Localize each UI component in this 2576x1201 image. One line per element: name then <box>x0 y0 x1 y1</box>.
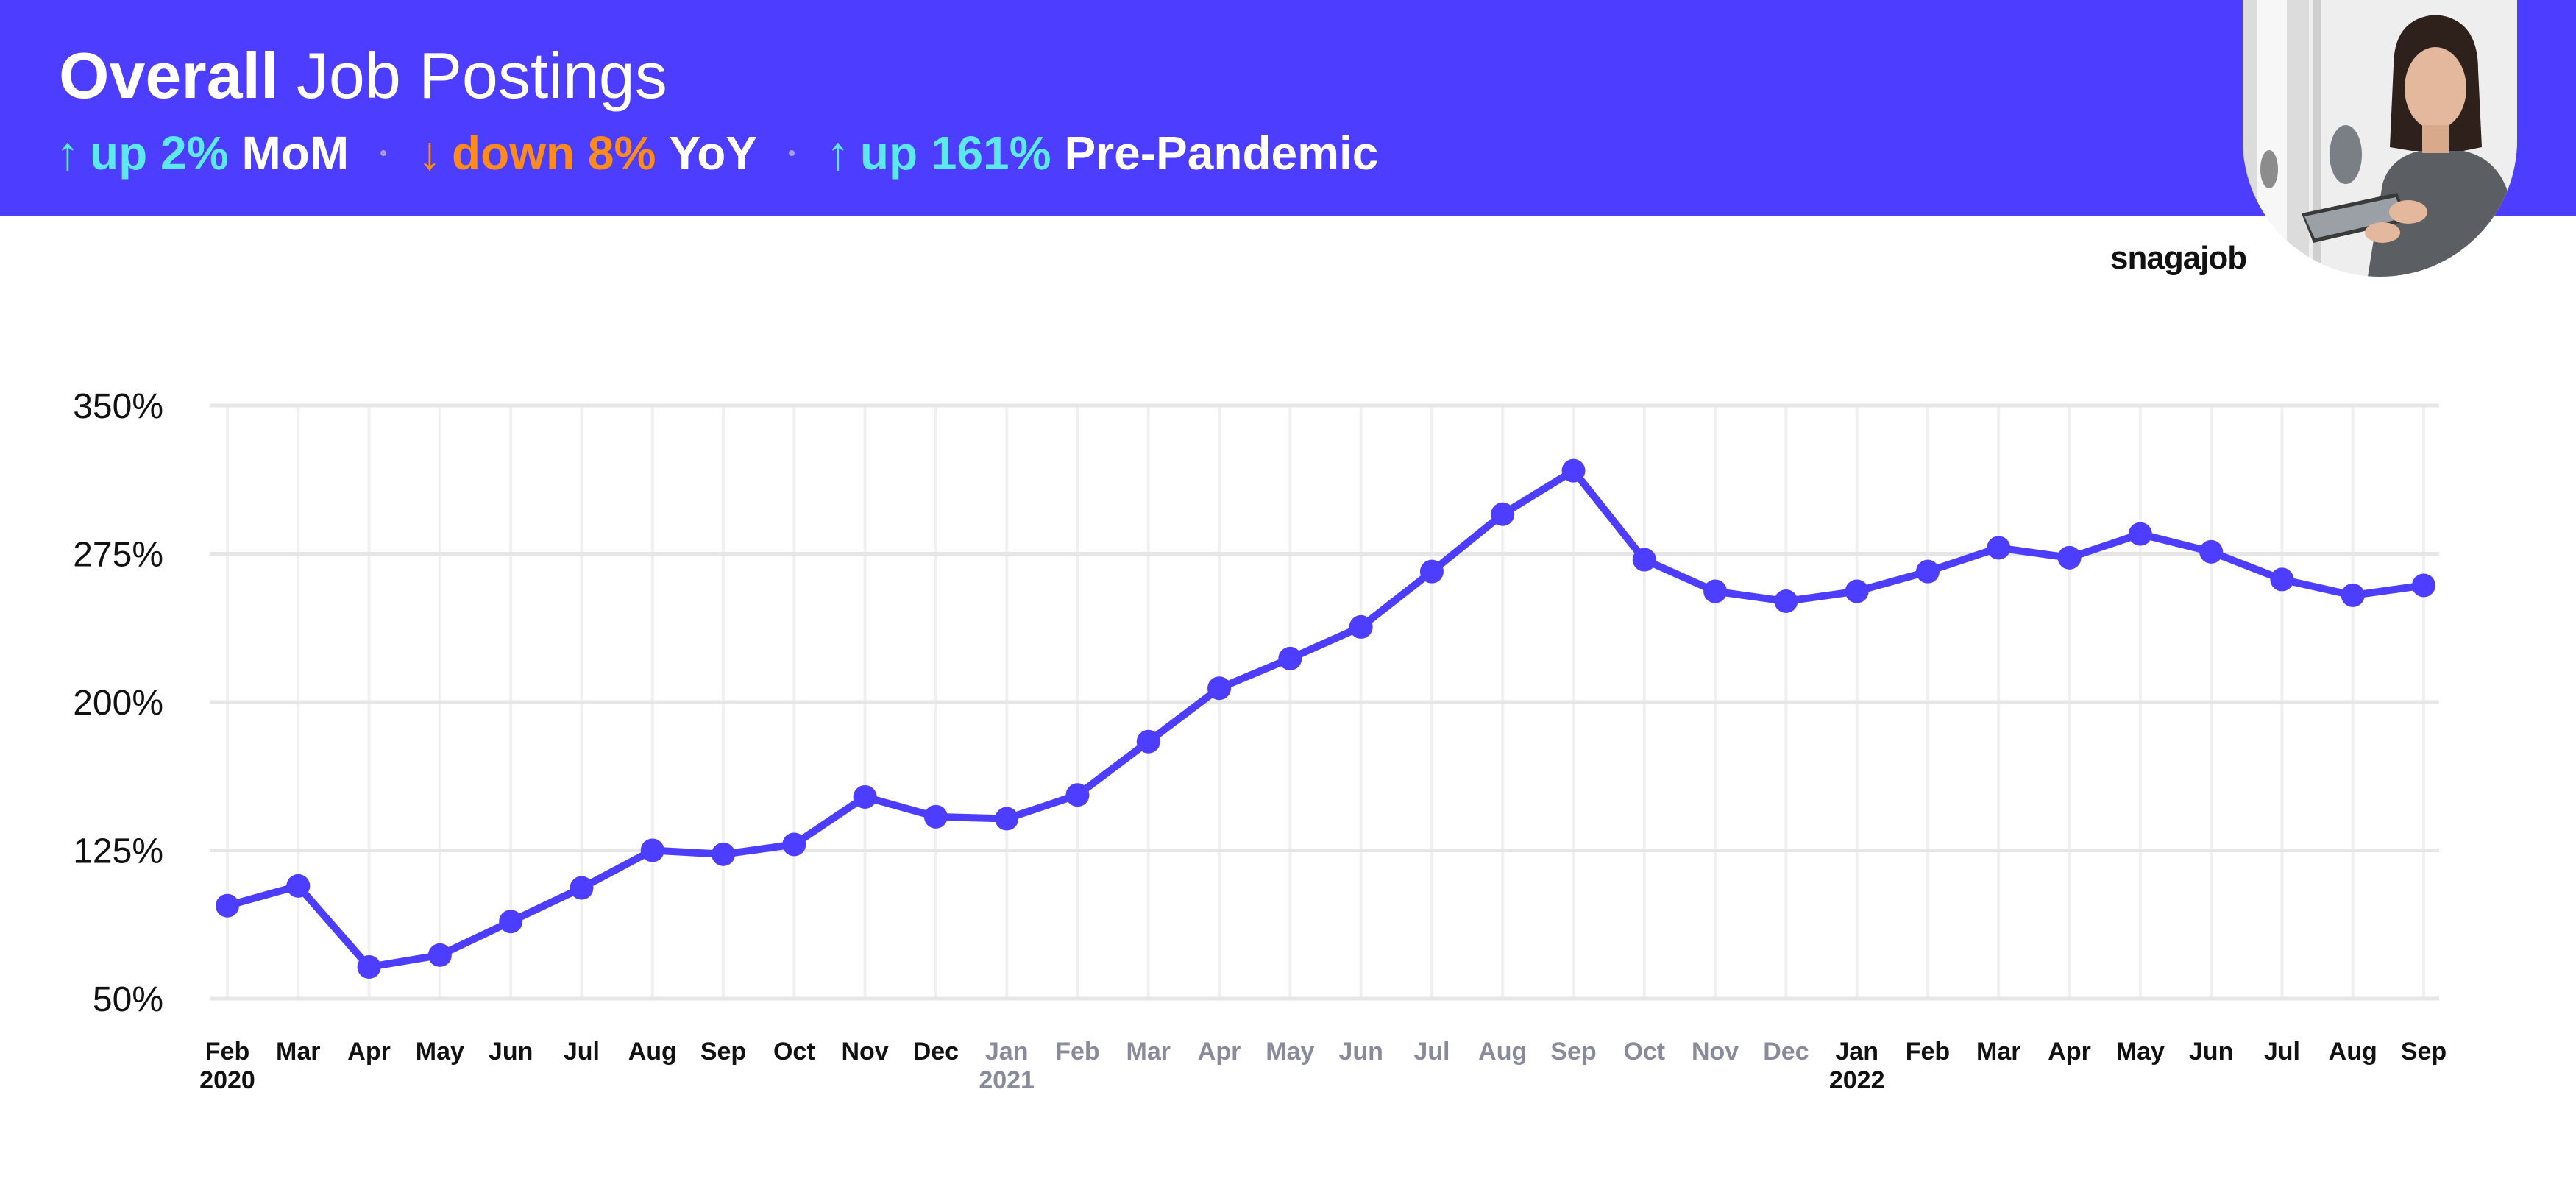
x-tick-label: Nov <box>841 1038 888 1066</box>
x-tick-label: Mar <box>1976 1038 2020 1066</box>
data-point <box>2341 583 2365 607</box>
separator-dot: • <box>380 141 387 164</box>
x-tick-label: Aug <box>1478 1038 1527 1066</box>
y-tick-label: 275% <box>73 536 163 575</box>
x-tick-label: Dec <box>913 1038 959 1066</box>
x-year-label: 2021 <box>979 1066 1035 1094</box>
data-point <box>1632 548 1656 572</box>
data-point <box>1278 646 1302 670</box>
x-tick-label: Apr <box>2048 1038 2091 1066</box>
title-rest: Job Postings <box>296 39 667 112</box>
x-tick-label: Jan <box>985 1038 1029 1066</box>
data-point <box>1774 589 1798 613</box>
arrow-up-icon: ↑ <box>826 127 850 180</box>
x-tick-label: Sep <box>1550 1038 1596 1066</box>
title-bold: Overall <box>59 39 279 112</box>
x-year-label: 2022 <box>1829 1066 1885 1094</box>
data-point <box>2199 539 2224 564</box>
y-tick-label: 200% <box>73 684 163 723</box>
data-point <box>1987 536 2011 560</box>
data-point <box>1845 579 1869 603</box>
data-point <box>216 893 239 918</box>
x-tick-label: Oct <box>1623 1038 1665 1066</box>
x-tick-label: Jul <box>2264 1038 2300 1066</box>
data-point <box>1136 729 1160 754</box>
stat-yoy-change: down 8% <box>452 127 656 180</box>
x-tick-label: Sep <box>700 1038 746 1066</box>
stat-pre-pandemic-label: Pre-Pandemic <box>1064 127 1379 180</box>
x-tick-label: Jun <box>2189 1038 2233 1066</box>
data-point <box>2412 573 2435 598</box>
person-photo-illustration <box>2243 0 2517 277</box>
stats-row: ↑ up 2% MoM • ↓ down 8% YoY • ↑ up 161% … <box>56 121 1378 185</box>
x-tick-label: Apr <box>347 1038 391 1066</box>
x-tick-label: May <box>416 1038 464 1066</box>
page-title: Overall Job Postings <box>59 35 667 116</box>
x-tick-label: Jun <box>489 1038 533 1066</box>
data-point <box>1065 783 1090 807</box>
stat-mom: ↑ up 2% MoM <box>56 121 349 185</box>
y-tick-label: 50% <box>93 980 163 1019</box>
data-point <box>286 874 311 898</box>
stat-pre-pandemic: ↑ up 161% Pre-Pandemic <box>826 121 1379 185</box>
y-tick-label: 350% <box>73 387 163 426</box>
data-point <box>995 807 1019 831</box>
data-point <box>1349 614 1373 639</box>
x-tick-label: Apr <box>1198 1038 1241 1066</box>
stat-yoy-label: YoY <box>669 127 758 180</box>
x-tick-label: Aug <box>628 1038 677 1066</box>
data-points <box>216 458 2435 979</box>
x-tick-label: Jan <box>1835 1038 1878 1066</box>
person-photo <box>2243 0 2517 277</box>
stat-yoy: ↓ down 8% YoY <box>418 121 757 185</box>
x-tick-label: May <box>2116 1038 2165 1066</box>
data-point <box>427 943 452 967</box>
snagajob-logo: snagajob <box>2110 240 2247 276</box>
x-tick-label: Feb <box>1906 1038 1950 1066</box>
x-tick-label: Jul <box>1413 1038 1450 1066</box>
data-point <box>712 842 736 866</box>
data-point <box>2057 545 2082 570</box>
header-banner: Overall Job Postings ↑ up 2% MoM • ↓ dow… <box>0 0 2576 216</box>
y-tick-label: 125% <box>73 832 163 871</box>
data-point <box>2270 567 2294 592</box>
data-point <box>2128 522 2152 546</box>
data-point <box>1419 559 1444 584</box>
x-tick-label: Feb <box>1055 1038 1099 1066</box>
x-tick-label: Jun <box>1338 1038 1383 1066</box>
series-line <box>224 467 2427 971</box>
y-axis-ticks: 50% 125% 200% 275% 350% <box>73 387 163 1019</box>
x-tick-label: Oct <box>773 1038 815 1066</box>
data-point <box>782 832 806 857</box>
x-tick-label: Aug <box>2329 1038 2377 1066</box>
data-point <box>1915 559 1940 584</box>
stat-mom-change: up 2% <box>90 127 229 180</box>
x-tick-label: May <box>1266 1038 1314 1066</box>
data-point <box>570 876 594 900</box>
data-point <box>1703 579 1728 603</box>
data-point <box>853 784 877 809</box>
x-tick-label: Mar <box>1126 1038 1171 1066</box>
data-point <box>499 910 523 934</box>
data-point <box>640 838 664 862</box>
separator-dot: • <box>788 141 795 164</box>
x-tick-label: Mar <box>276 1038 320 1066</box>
x-year-label: 2020 <box>199 1066 255 1094</box>
data-point <box>1491 502 1515 526</box>
data-point <box>923 804 948 829</box>
data-point <box>1561 458 1586 483</box>
x-tick-label: Sep <box>2401 1038 2447 1066</box>
x-tick-label: Feb <box>205 1038 249 1066</box>
stat-pre-pandemic-change: up 161% <box>859 127 1051 180</box>
arrow-up-icon: ↑ <box>56 127 79 180</box>
x-tick-label: Jul <box>564 1038 600 1066</box>
data-point <box>357 955 381 979</box>
stat-mom-label: MoM <box>241 127 350 180</box>
arrow-down-icon: ↓ <box>418 127 441 180</box>
data-point <box>1207 676 1232 701</box>
x-tick-label: Dec <box>1763 1038 1809 1066</box>
x-tick-label: Nov <box>1692 1038 1739 1066</box>
